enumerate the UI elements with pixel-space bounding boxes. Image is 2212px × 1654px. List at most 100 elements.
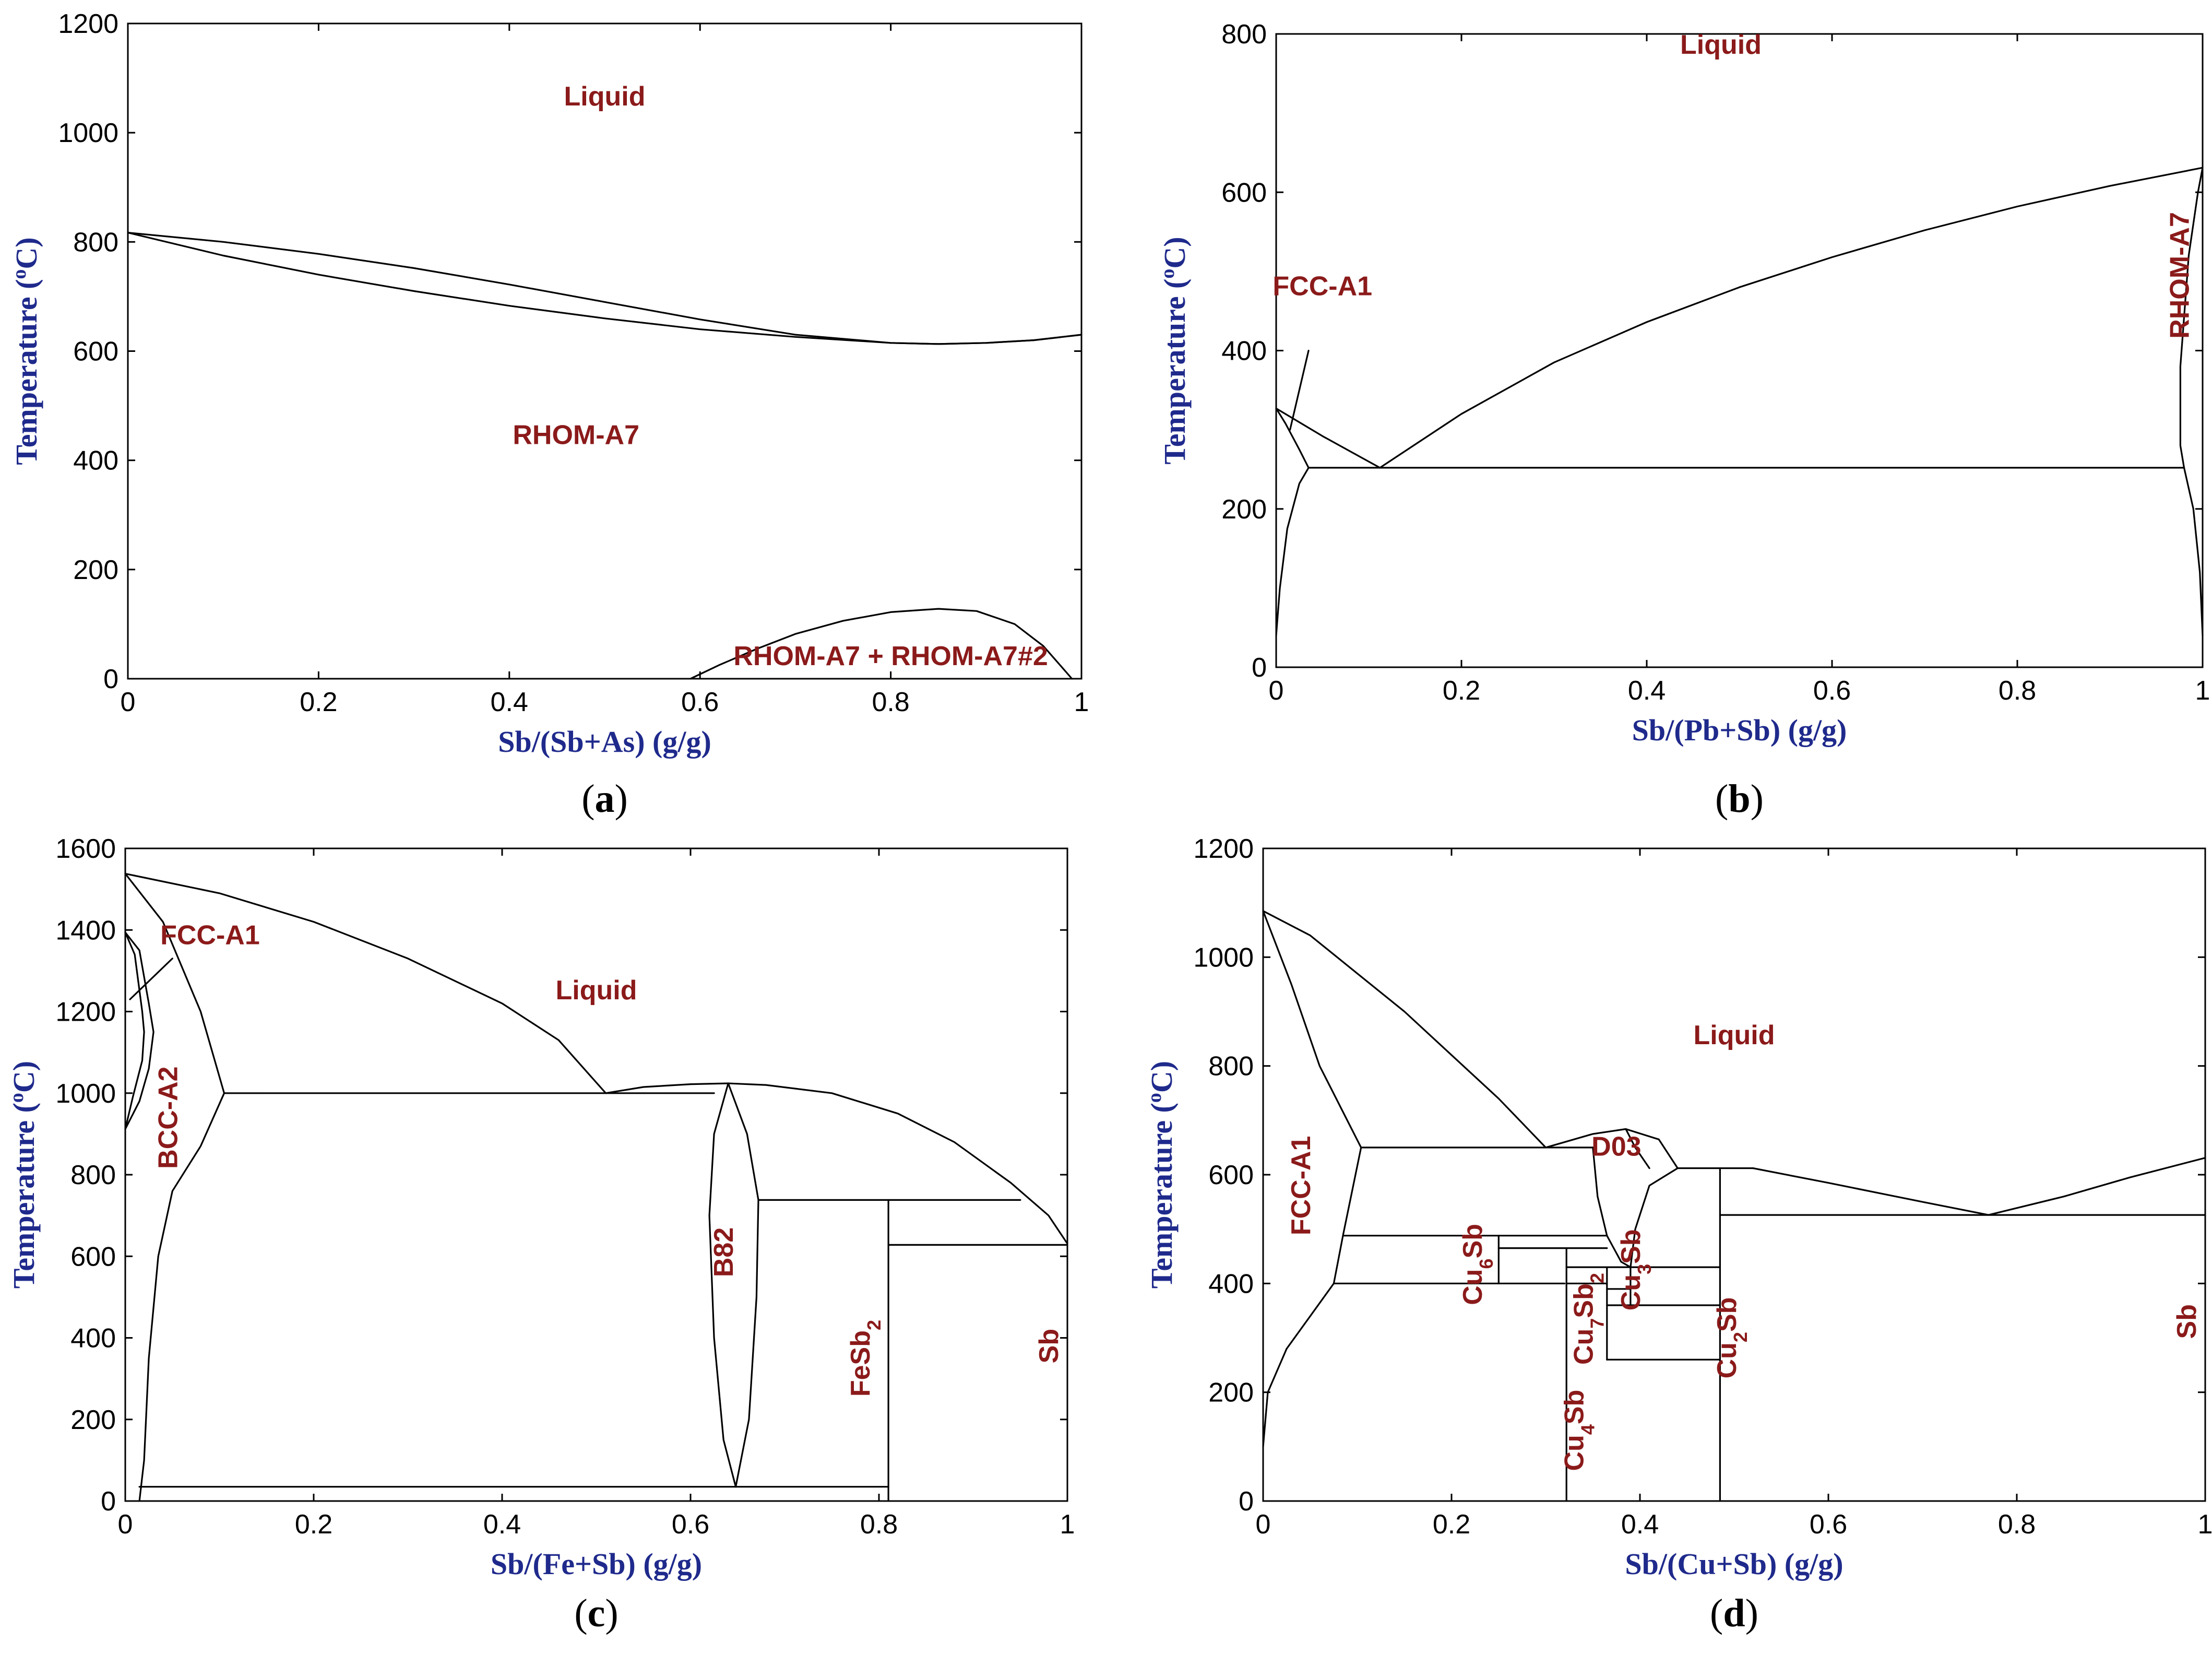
plot-frame [1275, 33, 2204, 668]
phase-boundary-fcc-leader [129, 958, 173, 1000]
y-tick-label: 400 [1221, 336, 1267, 367]
phase-boundary-liquidus-sb [1379, 167, 2204, 469]
x-tick-label: 1 [2198, 1509, 2212, 1540]
y-tick-label: 1200 [55, 997, 116, 1027]
phase-boundary-bcc-liquidus [124, 872, 225, 1094]
y-axis-label-prefix: Temperature ( [9, 279, 43, 465]
degree-superscript: o [1144, 1093, 1166, 1103]
y-tick-label: 200 [1208, 1378, 1254, 1408]
x-tick-label: 0 [121, 687, 136, 717]
y-tick-label: 0 [1252, 653, 1267, 683]
phase-boundary-d03-inner [1630, 1167, 1679, 1268]
x-tick-label: 0.4 [491, 687, 528, 717]
degree-superscript: o [1157, 269, 1179, 279]
label-part: Sb [1712, 1297, 1742, 1332]
label-part: Cu [1458, 1269, 1488, 1305]
x-tick-label: 0.8 [1998, 1509, 2036, 1540]
x-tick-label: 0.2 [1443, 676, 1480, 706]
phase-boundary-liquidus [127, 232, 1083, 345]
panel-label-letter: c [588, 1591, 605, 1635]
x-tick-label: 0.8 [860, 1509, 898, 1540]
subscript-digit: 2 [1730, 1332, 1751, 1342]
phase-boundary-gamma-loop-outer [124, 931, 154, 1130]
panel-label-a: (a) [581, 777, 628, 821]
x-tick-label: 0.4 [1621, 1509, 1659, 1540]
subscript-digit: 2 [1586, 1273, 1608, 1283]
panel-label-c: (c) [574, 1591, 618, 1635]
y-axis-label: Temperature (oC) [8, 237, 43, 465]
x-tick-label: 0.2 [1433, 1509, 1470, 1540]
region-label-d03: D03 [1591, 1132, 1641, 1162]
region-label-rhom-a7: RHOM-A7 [513, 420, 639, 450]
region-label-cu2sb: Cu2Sb [1712, 1297, 1751, 1379]
phase-boundary-liquidus-b82 [604, 1082, 1068, 1245]
panel-label-close: ) [605, 1591, 618, 1635]
y-tick-label: 200 [1221, 494, 1267, 525]
y-axis-label-suffix: C) [7, 1061, 41, 1093]
panel-label-close: ) [1745, 1591, 1758, 1635]
y-axis-label-prefix: Temperature ( [1145, 1103, 1179, 1289]
x-tick-label: 0 [1256, 1509, 1271, 1540]
region-label-liquid: Liquid [556, 975, 637, 1006]
panel-label-b: (b) [1715, 777, 1764, 821]
subscript-digit: 3 [1634, 1264, 1655, 1274]
panel-label-close: ) [1751, 777, 1764, 821]
y-tick-label: 400 [73, 446, 118, 476]
subscript-digit: 7 [1586, 1318, 1608, 1329]
phase-boundary-rhom-boundary [2179, 167, 2204, 636]
chart-panel-a: 0 0.2 0.4 0.6 0.8 1 0 200 400 600 800 1000 1200 Sb/(S… [8, 9, 1089, 759]
y-axis-label-prefix: Temperature ( [1158, 279, 1192, 465]
phase-boundary-liquidus-pb [1275, 407, 1381, 469]
region-label-sb: Sb [1034, 1329, 1064, 1363]
label-part: Sb [1458, 1224, 1488, 1258]
phase-boundary-bcc-solvus [138, 1092, 225, 1502]
x-tick-label: 1 [1074, 687, 1089, 717]
region-label-liquid: Liquid [1680, 30, 1762, 60]
phase-boundary-fcc-solvus [1275, 467, 1310, 636]
x-tick-label: 0.8 [1999, 676, 2036, 706]
phase-boundary-d03-left [1592, 1147, 1632, 1268]
label-part: Sb [1569, 1283, 1599, 1318]
phase-boundary-miscibility-gap [689, 608, 1073, 680]
region-label-rhom-a7: RHOM-A7 [2165, 212, 2195, 339]
panel-label-open: ( [1710, 1591, 1723, 1635]
region-label-liquid: Liquid [1694, 1020, 1775, 1050]
region-label-cu6sb: Cu6Sb [1458, 1224, 1497, 1305]
y-tick-label: 1400 [55, 915, 116, 946]
x-tick-label: 0.8 [872, 687, 909, 717]
x-axis-label: Sb/(Sb+As) (g/g) [498, 725, 711, 759]
x-tick-label: 0.6 [1810, 1509, 1847, 1540]
y-tick-label: 800 [73, 227, 118, 257]
subscript-digit: 4 [1577, 1424, 1598, 1435]
phase-boundary-solidus [127, 232, 1083, 345]
chart-panel-c: 0 0.2 0.4 0.6 0.8 1 0 200 400 600 800 1000 1200 1400 1… [6, 834, 1075, 1581]
panel-label-letter: a [595, 777, 615, 821]
region-label-cu3sb: Cu3Sb [1616, 1229, 1655, 1310]
y-tick-label: 1000 [58, 118, 118, 148]
panel-label-letter: b [1728, 777, 1750, 821]
y-tick-label: 1600 [55, 834, 116, 864]
y-tick-label: 200 [73, 555, 118, 585]
phase-boundary-fcc-liquidus [1262, 910, 1362, 1149]
label-part: FeSb [846, 1330, 876, 1397]
x-tick-label: 0.4 [483, 1509, 521, 1540]
y-tick-label: 600 [70, 1242, 116, 1272]
x-tick-label: 0.4 [1628, 676, 1666, 706]
y-tick-label: 0 [103, 664, 118, 694]
y-tick-label: 400 [1208, 1269, 1254, 1299]
y-tick-label: 800 [1221, 19, 1267, 50]
region-label-rhom-a7-rhom-a7-2: RHOM-A7 + RHOM-A7#2 [733, 641, 1048, 671]
x-tick-label: 1 [1060, 1509, 1075, 1540]
region-label-fcc-a1: FCC-A1 [1286, 1136, 1316, 1235]
region-label-cu4sb: Cu4Sb [1560, 1390, 1599, 1471]
label-part: Sb [1560, 1390, 1590, 1424]
x-tick-label: 0.6 [1813, 676, 1851, 706]
plot-frame [1262, 847, 2206, 1502]
y-axis-label: Temperature (oC) [1144, 1061, 1179, 1289]
phase-boundary-liquidus-fe [124, 872, 607, 1094]
plot-frame [127, 22, 1083, 680]
x-tick-label: 0.2 [295, 1509, 332, 1540]
degree-superscript: o [8, 269, 30, 279]
panel-label-open: ( [1715, 777, 1728, 821]
y-tick-label: 1200 [58, 9, 118, 39]
